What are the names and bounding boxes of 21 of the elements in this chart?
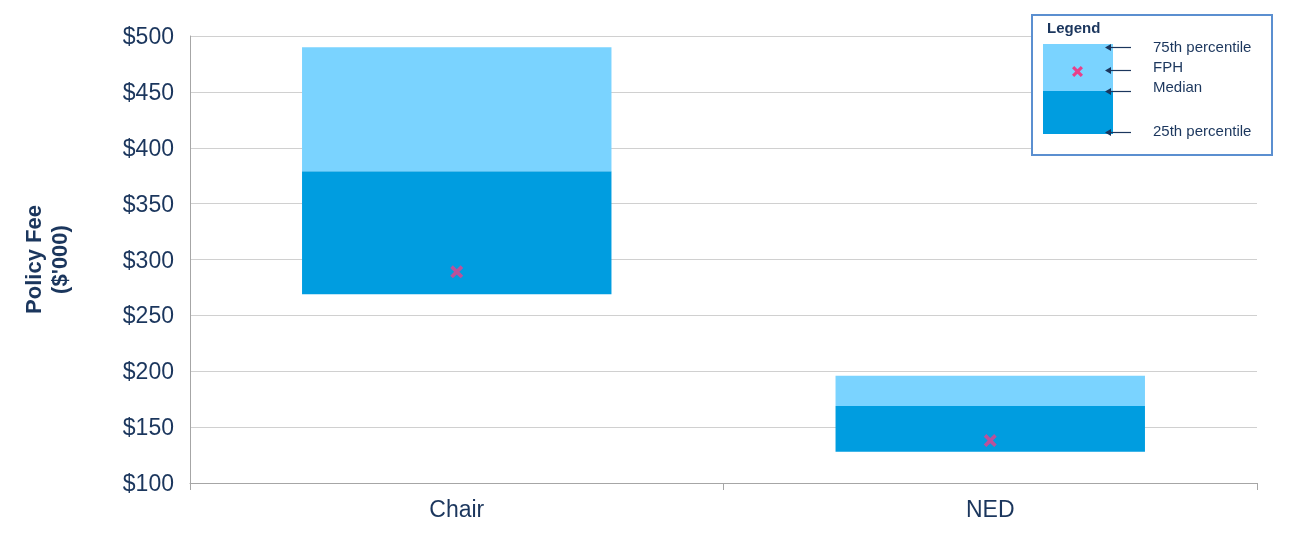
x-tick-label: NED (965, 495, 1015, 522)
y-tick-label: $200 (122, 358, 174, 385)
y-tick-label: $500 (122, 23, 174, 49)
bar (835, 375, 1145, 406)
bar (835, 405, 1145, 452)
bar (302, 171, 612, 295)
text: FPH (1153, 58, 1183, 75)
y-tick-label: $150 (122, 414, 174, 441)
y-tick-label: $300 (122, 246, 174, 273)
annotation: 75th percentile (1153, 38, 1252, 55)
x-tick-label: Chair (429, 495, 485, 522)
bar (302, 47, 612, 172)
y-axis-title: Policy Fee ($'000) (20, 205, 72, 314)
y-tick-label: $450 (122, 78, 174, 105)
annotation: Median (1153, 78, 1203, 95)
y-tick-label: $100 (122, 470, 174, 496)
y-tick-label: $400 (122, 134, 174, 161)
annotation: 25th percentile (1153, 122, 1252, 139)
legend-title: Legend (1047, 19, 1101, 36)
y-tick-label: $250 (122, 302, 174, 329)
y-tick-label: $350 (122, 190, 174, 217)
